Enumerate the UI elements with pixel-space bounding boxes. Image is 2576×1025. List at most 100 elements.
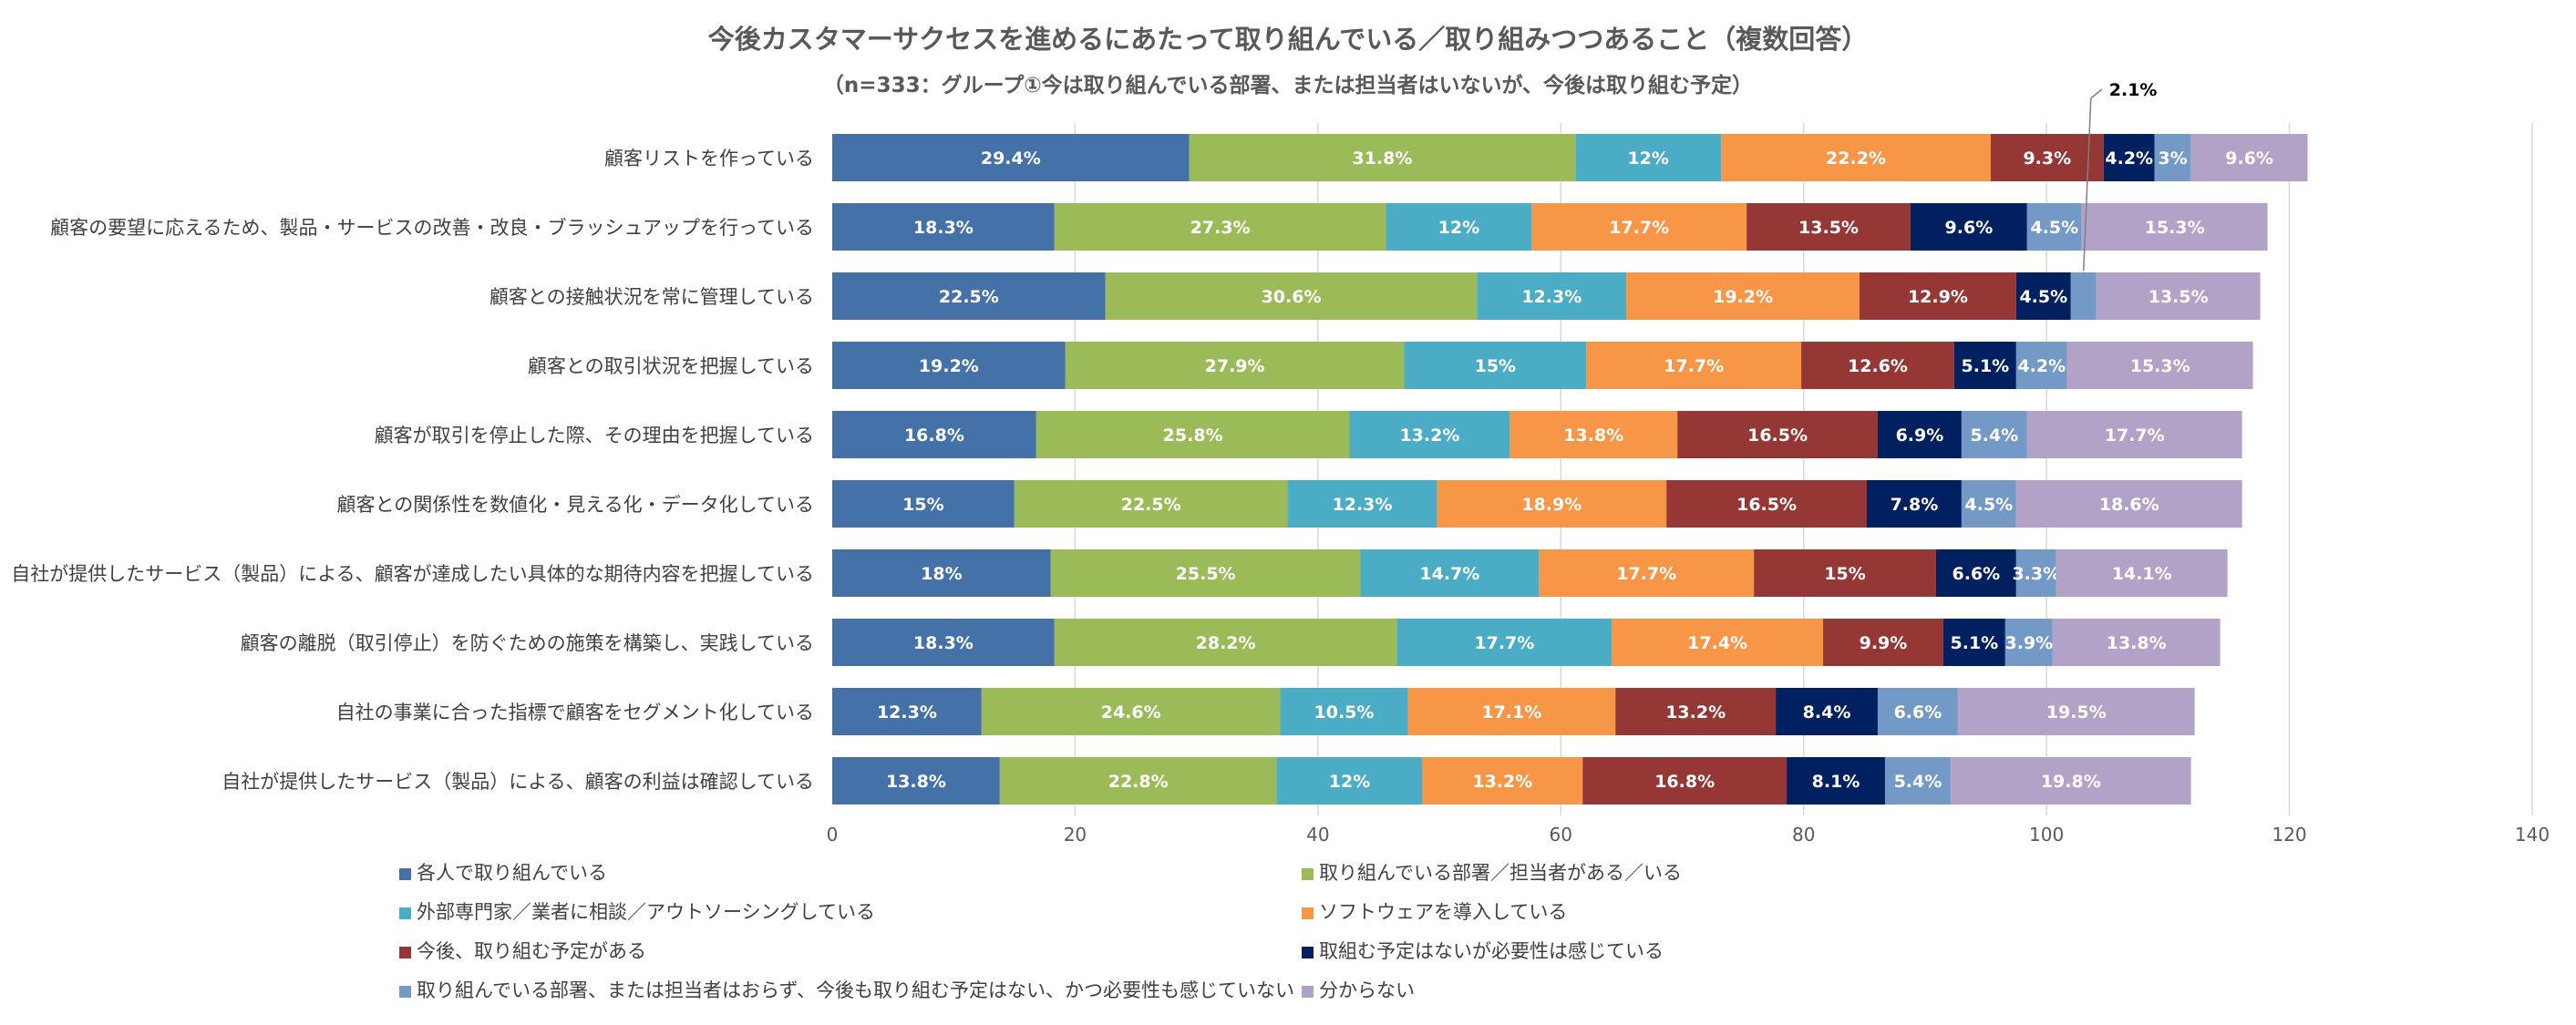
x-tick-label: 80 [1792, 824, 1815, 846]
data-label: 12.3% [1333, 495, 1393, 515]
legend-swatch [1302, 946, 1314, 958]
data-label: 15% [1824, 564, 1865, 584]
legend-swatch [399, 867, 411, 880]
bar-segment [1754, 549, 1936, 597]
data-label: 24.6% [1101, 702, 1161, 723]
bar-segment [1957, 688, 2195, 735]
bar-segment [2096, 272, 2261, 320]
data-label: 12% [1627, 149, 1668, 169]
bar-segment [832, 134, 1190, 181]
bar-segment [1677, 411, 1878, 458]
data-label: 6.6% [1894, 702, 1942, 723]
data-label: 12.3% [1521, 287, 1582, 307]
bar-segment [1877, 688, 1958, 735]
legend-swatch [1302, 867, 1314, 880]
bar-segment [1280, 688, 1408, 735]
legend-swatch [1302, 907, 1314, 919]
legend-item: 取り組んでいる部署／担当者がある／いる [1302, 858, 1682, 886]
bar-segment [2154, 134, 2191, 181]
bar-segment [1575, 134, 1722, 181]
bar-segment [1396, 619, 1613, 666]
data-label: 12.9% [1908, 287, 1968, 307]
bar-segment [1776, 688, 1878, 735]
data-label: 13.5% [1798, 218, 1859, 238]
data-label: 17.7% [1616, 564, 1676, 584]
category-label: 顧客の要望に応えるため、製品・サービスの改善・改良・ブラッシュアップを行っている [50, 217, 814, 239]
bar-segment [832, 342, 1066, 389]
data-label: 6.6% [1953, 564, 2001, 584]
data-label: 15% [1475, 356, 1516, 376]
category-label: 自社の事業に合った指標で顧客をセグメント化している [336, 702, 814, 723]
callout-label: 2.1% [2109, 80, 2158, 100]
legend-label: 取組む予定はないが必要性は感じている [1319, 940, 1664, 962]
bar-segment [1404, 342, 1587, 389]
data-label: 19.8% [2041, 772, 2101, 792]
bar-segment [1612, 619, 1824, 666]
bar-segment [2015, 272, 2071, 320]
bar-segment [1287, 480, 1437, 528]
data-label: 15.3% [2130, 356, 2190, 376]
bar-segment [1014, 480, 1288, 528]
x-tick-label: 0 [827, 824, 839, 846]
data-label: 22.2% [1826, 149, 1886, 169]
data-label: 15.3% [2145, 218, 2205, 238]
bar-segment [2026, 203, 2082, 251]
bar-segment [2056, 549, 2228, 597]
legend-item: 各人で取り組んでいる [399, 858, 607, 886]
data-label: 16.5% [1736, 495, 1797, 515]
bar-segment [1050, 549, 1361, 597]
bar-segment [832, 203, 1055, 251]
bar-segment [1935, 549, 2016, 597]
data-label: 27.3% [1190, 218, 1251, 238]
legend-label: 取り組んでいる部署、または担当者はおらず、今後も取り組む予定はない、かつ必要性も… [417, 979, 1295, 1001]
bar-segment [832, 757, 1000, 805]
bar-segment [1747, 203, 1911, 251]
bar-segment [1422, 757, 1583, 805]
bar-segment [1910, 203, 2027, 251]
data-label: 30.6% [1262, 287, 1322, 307]
bar-segment [1877, 411, 1962, 458]
bar-segment [1349, 411, 1510, 458]
x-tick-label: 60 [1550, 824, 1572, 846]
data-label: 13.5% [2148, 287, 2209, 307]
bar-segment [1990, 134, 2104, 181]
bar-segment [1510, 411, 1678, 458]
data-label: 4.5% [2030, 218, 2078, 238]
x-tick-label: 120 [2272, 824, 2306, 846]
data-label: 28.2% [1196, 633, 1256, 653]
data-label: 16.8% [1654, 772, 1715, 792]
data-label: 13.2% [1472, 772, 1532, 792]
bar-segment [1189, 134, 1576, 181]
data-label: 14.7% [1419, 564, 1479, 584]
legend-label: ソフトウェアを導入している [1319, 901, 1568, 923]
legend-item: 外部専門家／業者に相談／アウトソーシングしている [399, 897, 875, 925]
bar-segment [2015, 549, 2056, 597]
category-label: 顧客との関係性を数値化・見える化・データ化している [336, 494, 814, 516]
data-label: 17.7% [2105, 425, 2165, 446]
data-label: 13.8% [2107, 633, 2167, 653]
data-label: 17.1% [1481, 702, 1541, 723]
category-label: 顧客との取引状況を把握している [528, 355, 814, 377]
data-label: 6.9% [1896, 425, 1944, 446]
category-label: 顧客の離脱（取引停止）を防ぐための施策を構築し、実践している [241, 632, 814, 654]
bar-segment [1866, 480, 1962, 528]
bar-segment [2004, 619, 2053, 666]
bar-segment [2052, 619, 2221, 666]
bar-segment [2066, 342, 2253, 389]
data-label: 3% [2159, 149, 2188, 169]
data-label: 9.6% [1945, 218, 1994, 238]
bar-segment [1942, 619, 2005, 666]
legend-item: 今後、取り組む予定がある [399, 937, 646, 964]
data-label: 25.8% [1163, 425, 1223, 446]
data-label: 3.9% [2004, 633, 2053, 653]
bar-segment [1539, 549, 1755, 597]
bar-segment [999, 757, 1277, 805]
bar-segment [1953, 342, 2016, 389]
data-label: 4.5% [2019, 287, 2067, 307]
data-label: 4.2% [2105, 149, 2153, 169]
data-label: 8.4% [1803, 702, 1851, 723]
bar-segment [832, 549, 1051, 597]
category-label: 顧客が取引を停止した際、その理由を把握している [375, 425, 814, 446]
bar-segment [1054, 203, 1386, 251]
